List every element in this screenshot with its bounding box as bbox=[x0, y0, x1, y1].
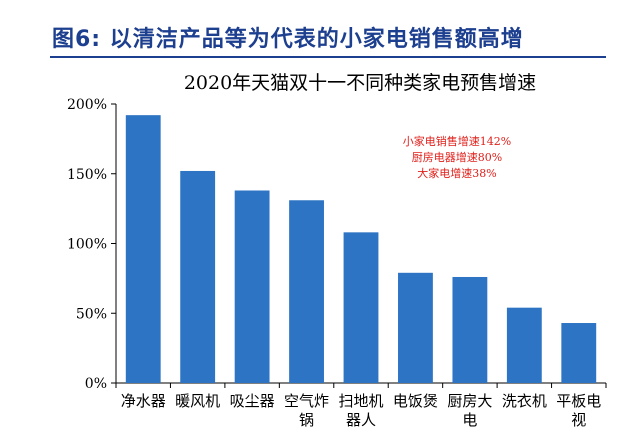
y-tick-label: 150% bbox=[67, 167, 107, 183]
annotation-text: 小家电销售增速142% bbox=[403, 134, 511, 148]
bar bbox=[398, 272, 433, 383]
figure-header: 图6: 以清洁产品等为代表的小家电销售额高增 bbox=[0, 0, 640, 58]
x-tick-label: 扫地机器人 bbox=[338, 392, 383, 429]
y-tick-label: 200% bbox=[67, 97, 107, 113]
bar bbox=[343, 232, 379, 383]
x-tick-label: 电饭煲 bbox=[393, 392, 438, 410]
y-axis: 0% 50% 100% 150% 200% bbox=[67, 97, 117, 392]
x-tick-label: 平板电视 bbox=[556, 392, 601, 429]
x-tick-label: 暖风机 bbox=[175, 392, 220, 410]
y-tick-label: 50% bbox=[76, 306, 107, 322]
x-tick-label: 洗衣机 bbox=[502, 392, 547, 410]
chart-title: 2020年天猫双十一不同种类家电预售增速 bbox=[184, 72, 536, 94]
bar bbox=[180, 170, 216, 383]
bar-series bbox=[125, 115, 597, 383]
x-tick-label: 厨房大电 bbox=[447, 392, 492, 429]
bar bbox=[289, 200, 324, 383]
bar bbox=[561, 323, 597, 383]
bar bbox=[234, 190, 270, 383]
figure-title-rule bbox=[50, 56, 606, 58]
bar bbox=[506, 307, 542, 383]
annotation-text: 大家电增速38% bbox=[417, 166, 496, 180]
y-tick-label: 100% bbox=[67, 237, 107, 253]
x-tick-label: 净水器 bbox=[121, 392, 166, 410]
x-tick-label: 空气炸锅 bbox=[284, 392, 329, 429]
y-tick-label: 0% bbox=[85, 376, 107, 392]
x-tick-label: 吸尘器 bbox=[230, 392, 275, 410]
bar bbox=[452, 276, 488, 383]
bar bbox=[125, 115, 161, 383]
figure-title: 图6: 以清洁产品等为代表的小家电销售额高增 bbox=[52, 27, 524, 52]
annotation-text: 厨房电器增速80% bbox=[412, 150, 502, 164]
annotation-group: 小家电销售增速142% 厨房电器增速80% 大家电增速38% bbox=[403, 134, 511, 180]
